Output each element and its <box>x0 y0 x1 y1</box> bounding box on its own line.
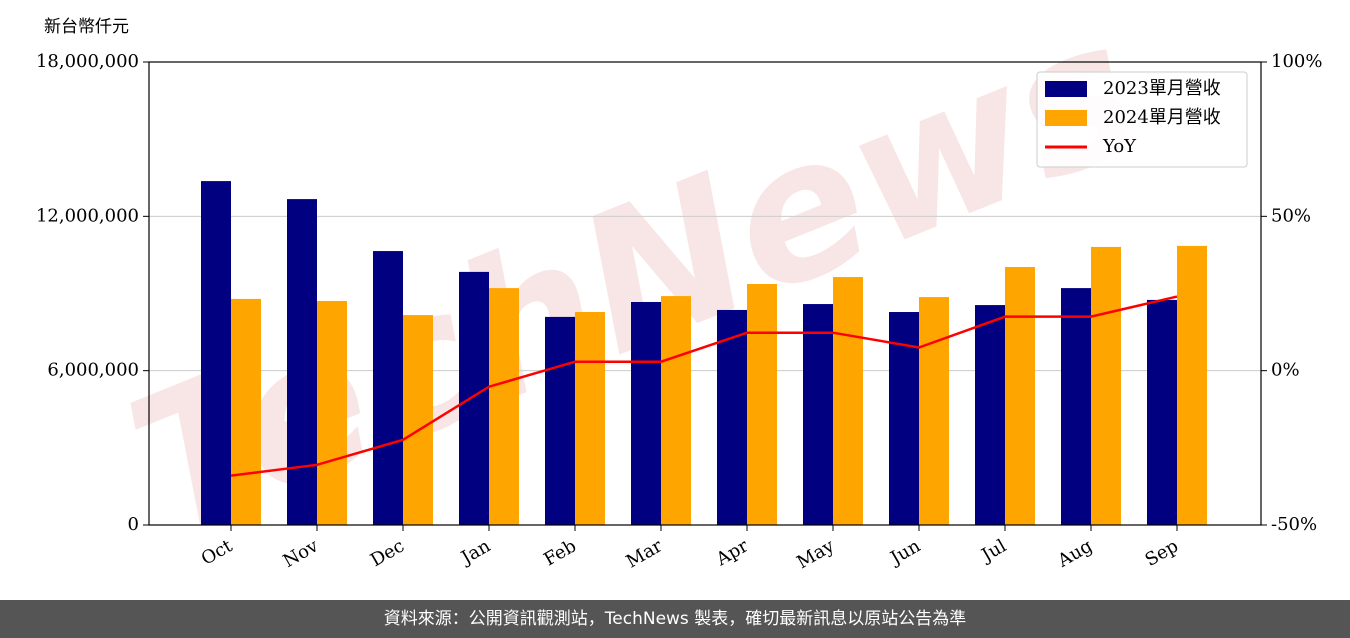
plot-frame <box>148 61 1262 526</box>
bar <box>459 271 489 525</box>
bar <box>833 277 863 525</box>
x-tick-label: Apr <box>712 535 752 570</box>
bar <box>287 199 317 526</box>
legend-swatch <box>1045 110 1087 126</box>
bar <box>201 181 231 526</box>
bar <box>975 305 1005 525</box>
y2-tick-label: -50% <box>1271 514 1317 535</box>
y2-tick-label: 50% <box>1271 205 1311 226</box>
footer-text: 資料來源：公開資訊觀測站，TechNews 製表，確切最新訊息以原站公告為準 <box>384 609 966 629</box>
x-tick-label: Sep <box>1142 535 1182 570</box>
bar <box>317 300 347 525</box>
legend-box <box>1036 71 1248 168</box>
y2-tick-label: 100% <box>1271 51 1322 72</box>
x-tick-label: Dec <box>367 535 408 571</box>
x-tick-label: Jun <box>885 535 924 570</box>
y2-tick-label: 0% <box>1271 360 1300 381</box>
bar <box>1061 288 1091 525</box>
plot: 0 6,000,000 12,000,000 18,000,000 -50% 0% 50% 1… <box>36 51 1323 573</box>
bar <box>1147 299 1177 525</box>
x-tick-label: Aug <box>1053 535 1096 572</box>
x-tick-label: Mar <box>623 535 667 572</box>
line <box>230 295 1178 477</box>
bar <box>1005 267 1035 525</box>
bar <box>717 309 747 525</box>
x-tick-label: May <box>793 535 838 573</box>
y-tick-label: 6,000,000 <box>47 360 139 381</box>
y-tick-label: 18,000,000 <box>36 51 139 72</box>
legend-label: YoY <box>1102 136 1137 157</box>
legend-label: 2024單月營收 <box>1103 107 1221 128</box>
bar <box>545 316 575 525</box>
legend-swatch <box>1045 81 1087 97</box>
bar <box>919 297 949 525</box>
x-tick-label: Jul <box>976 535 1010 567</box>
x-tick-label: Jan <box>456 535 494 569</box>
bar <box>1091 246 1121 525</box>
bar <box>803 304 833 525</box>
bar <box>575 312 605 525</box>
x-tick-label: Nov <box>280 535 323 572</box>
bar <box>631 301 661 525</box>
bar <box>1177 245 1207 526</box>
y-axis-label: 新台幣仟元 <box>44 17 129 37</box>
bar <box>403 315 433 525</box>
bar <box>373 251 403 525</box>
footer-bar <box>0 600 1350 638</box>
bar <box>661 296 691 525</box>
legend-label: 2023單月營收 <box>1103 78 1221 99</box>
y-tick-label: 0 <box>128 514 139 535</box>
y-tick-label: 12,000,000 <box>36 205 139 226</box>
bar <box>747 283 777 525</box>
x-tick-label: Feb <box>540 535 580 570</box>
bar <box>489 288 519 525</box>
bar <box>231 298 261 525</box>
